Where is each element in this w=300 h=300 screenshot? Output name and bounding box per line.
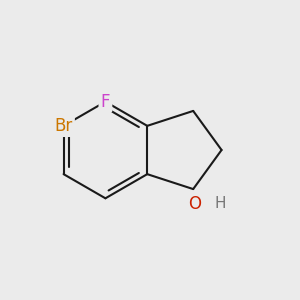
Text: O: O (188, 195, 202, 213)
Text: Br: Br (55, 117, 73, 135)
Text: F: F (101, 93, 110, 111)
Text: H: H (214, 196, 226, 211)
